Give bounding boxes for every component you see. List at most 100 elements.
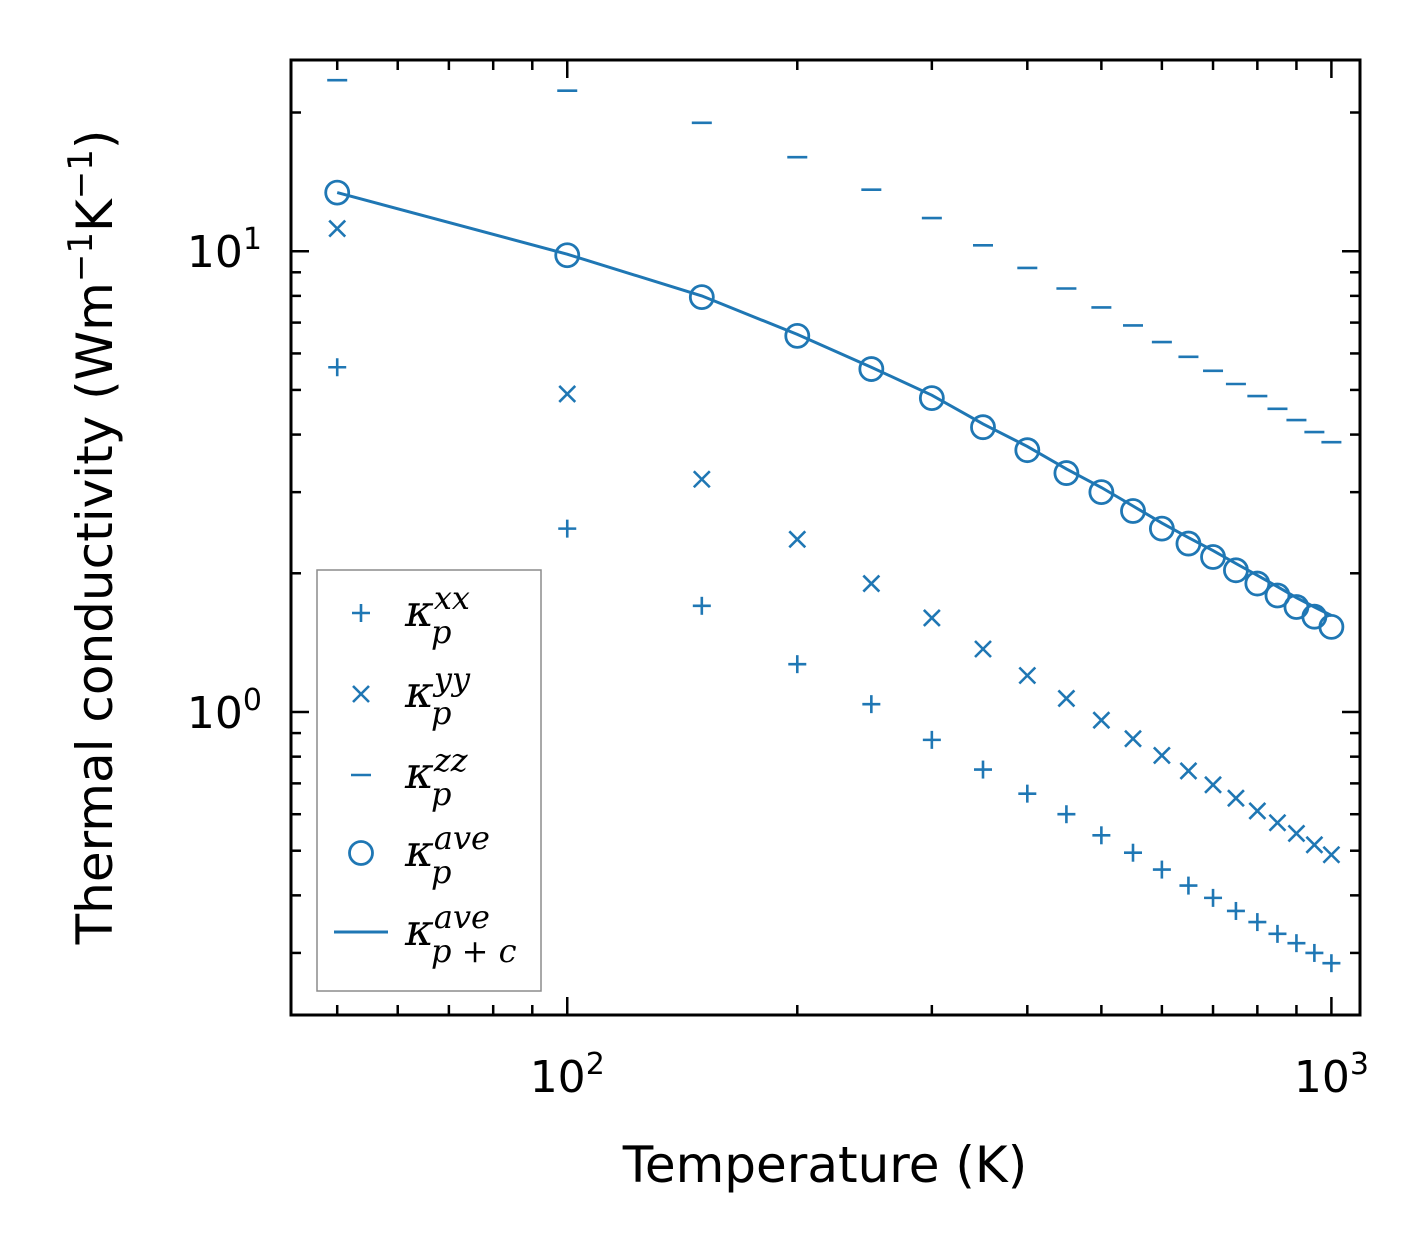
series-1 (328, 358, 1341, 973)
data-point-b (1057, 689, 1076, 708)
legend-label-sub: p (431, 694, 451, 732)
data-point (1057, 689, 1076, 708)
data-point (1322, 954, 1341, 973)
y-tick-base: 10 (187, 227, 243, 278)
series-3 (327, 78, 1342, 444)
legend-label-base: κ (404, 748, 434, 799)
data-point (324, 179, 351, 206)
data-point-b (558, 385, 577, 403)
series-line (336, 191, 1333, 617)
data-point-b (1305, 835, 1324, 854)
legend-item-1: κxx p (352, 579, 470, 651)
y-axis-title-prefix: Thermal conductivity (Wm (66, 282, 124, 945)
data-point (922, 609, 941, 627)
legend-item-4: κave p (348, 819, 490, 891)
data-point (1244, 570, 1271, 597)
data-point (1152, 860, 1171, 879)
data-point (973, 760, 992, 779)
legend-label-base: κ (404, 667, 434, 718)
data-point-b (1248, 801, 1267, 820)
legend-label-base: κ (404, 826, 434, 877)
legend-label-base: κ (404, 586, 434, 637)
legend-label-base: κ (404, 905, 434, 956)
y-axis-title-sup1: −1 (61, 232, 101, 282)
data-point (1248, 801, 1267, 820)
data-point (558, 385, 577, 403)
plot-frame (289, 58, 1362, 1017)
data-point (328, 219, 347, 238)
x-tick-exp: 3 (1350, 1047, 1369, 1082)
legend-label-sup: ave (434, 898, 490, 936)
legend-label: κzz p (404, 741, 469, 813)
legend-swatch-b (352, 685, 370, 703)
data-point-b (1124, 729, 1142, 748)
data-point (1124, 729, 1142, 748)
legend-label: κave p + c (404, 898, 517, 970)
legend-item-2: κyy p (352, 660, 471, 732)
data-point (1179, 876, 1198, 895)
y-tick-exp: 1 (243, 222, 262, 257)
data-point (1305, 943, 1324, 962)
data-point (858, 356, 885, 382)
minor-ticks (291, 60, 1360, 1015)
data-point (688, 284, 715, 311)
y-tick-base: 10 (187, 688, 243, 739)
data-point (1152, 746, 1171, 765)
data-point (1092, 711, 1111, 730)
data-point-b (1018, 666, 1037, 685)
data-point (918, 385, 945, 411)
data-point-b (1322, 845, 1341, 864)
data-point-b (1227, 789, 1245, 808)
data-point (1264, 582, 1291, 609)
legend-item-5: κave p + c (334, 898, 517, 970)
legend-frame (316, 569, 542, 992)
legend-label-sup: zz (433, 741, 469, 779)
legend-swatch (348, 840, 374, 866)
data-point (1088, 479, 1115, 506)
x-tick-labels: 102 103 (530, 1047, 1369, 1103)
data-point-b (1204, 775, 1222, 794)
y-tick-label: 101 (187, 222, 262, 278)
y-axis-title-suffix: ) (66, 130, 124, 150)
x-tick-base: 10 (530, 1052, 586, 1103)
data-point-b (692, 470, 711, 489)
x-tick-label: 103 (1294, 1047, 1369, 1103)
data-point (1018, 666, 1037, 685)
legend-label: κave p (404, 819, 490, 891)
y-axis-title-mid: K (66, 198, 124, 232)
data-point-b (1179, 761, 1198, 780)
data-point (788, 655, 807, 674)
x-tick-exp: 2 (586, 1047, 605, 1082)
y-tick-exp: 0 (243, 683, 262, 718)
legend-label: κyy p (404, 660, 471, 732)
legend-label-sub: p (431, 613, 451, 651)
data-point (1287, 934, 1306, 953)
data-point-b (974, 640, 992, 658)
data-point-b (862, 574, 881, 593)
legend-label-sub: p (431, 853, 451, 891)
data-point (1287, 824, 1306, 843)
major-ticks (291, 60, 1360, 1015)
data-point (558, 519, 577, 538)
data-point-b (1287, 824, 1306, 843)
legend-label-sup: yy (432, 660, 471, 698)
y-axis-title: Thermal conductivity (Wm−1K−1) (61, 130, 124, 946)
x-axis-title: Temperature (K) (622, 1136, 1027, 1194)
data-point (1226, 901, 1245, 920)
data-point (1322, 845, 1341, 864)
data-point (1018, 784, 1037, 803)
y-axis-title-sup2: −1 (61, 149, 101, 199)
data-point (784, 322, 811, 349)
data-point (1057, 805, 1076, 824)
data-point (974, 640, 992, 658)
data-point-b (328, 219, 347, 238)
data-point-b (1092, 711, 1111, 730)
data-point (692, 596, 711, 615)
data-point (554, 242, 581, 269)
data-point (1120, 498, 1146, 524)
data-point-b (788, 530, 807, 549)
legend-label: κxx p (404, 579, 470, 651)
data-point (1268, 813, 1287, 832)
